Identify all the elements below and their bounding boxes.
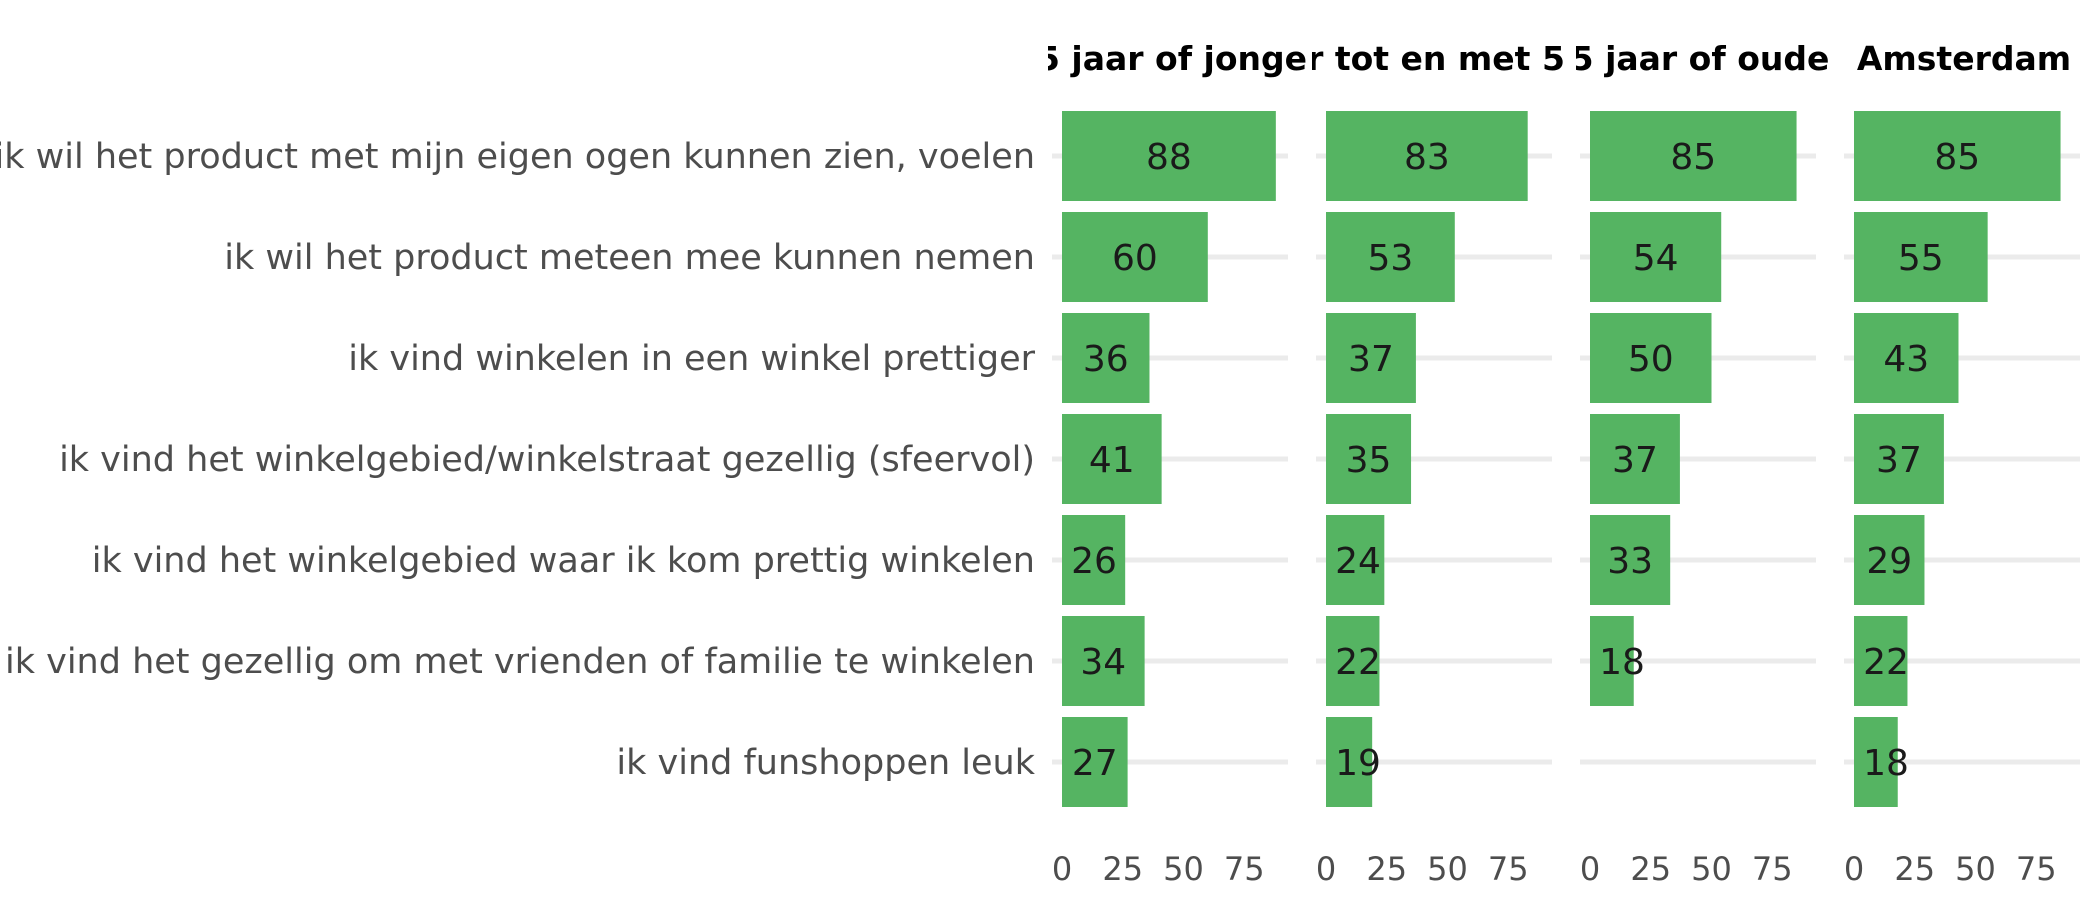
facet-title: r tot en met 5 xyxy=(1307,39,1565,78)
bar-value-label: 26 xyxy=(1071,541,1117,582)
bar xyxy=(1590,212,1722,302)
bar-value-label: 85 xyxy=(1934,137,1980,178)
bar xyxy=(1854,313,1959,403)
category-label: ik vind het winkelgebied/winkelstraat ge… xyxy=(59,440,1035,480)
x-tick-label: 75 xyxy=(1488,850,1529,888)
bar-value-label: 50 xyxy=(1628,339,1674,380)
x-tick-label: 0 xyxy=(1316,850,1336,888)
bar-value-label: 22 xyxy=(1863,642,1909,683)
facet-panel: 5 jaar of oude 85 54 50 37 33 18 0 25 50 75 xyxy=(1571,39,1830,888)
bar-value-label: 37 xyxy=(1876,440,1922,481)
bar-value-label: 60 xyxy=(1112,238,1158,279)
x-tick-label: 25 xyxy=(1366,850,1407,888)
bar xyxy=(1326,212,1455,302)
x-tick-label: 0 xyxy=(1580,850,1600,888)
bar-value-label: 29 xyxy=(1866,541,1912,582)
x-tick-label: 75 xyxy=(1752,850,1793,888)
bar-value-label: 27 xyxy=(1072,743,1118,784)
bar xyxy=(1590,313,1712,403)
bar xyxy=(1326,717,1373,807)
facet-panel: 5 jaar of jonge 88 60 36 41 26 34 27 0 25 50 75 xyxy=(1037,39,1307,888)
bar-value-label: 24 xyxy=(1335,541,1381,582)
bar-value-label: 55 xyxy=(1898,238,1944,279)
bar xyxy=(1854,616,1908,706)
facet-title: 5 jaar of jonge xyxy=(1037,39,1307,78)
bar-value-label: 85 xyxy=(1670,137,1716,178)
bar-value-label: 37 xyxy=(1348,339,1394,380)
bar xyxy=(1590,515,1671,605)
bar-value-label: 34 xyxy=(1080,642,1126,683)
category-label: ik vind het gezellig om met vrienden of … xyxy=(5,642,1035,682)
bar-value-label: 43 xyxy=(1883,339,1929,380)
x-tick-label: 50 xyxy=(1163,850,1204,888)
bar-value-label: 33 xyxy=(1607,541,1653,582)
x-tick-label: 50 xyxy=(1955,850,1996,888)
bar xyxy=(1326,515,1385,605)
bar-value-label: 54 xyxy=(1633,238,1679,279)
bar xyxy=(1062,212,1208,302)
bar xyxy=(1062,717,1128,807)
x-tick-label: 75 xyxy=(1224,850,1265,888)
bar xyxy=(1062,414,1162,504)
bar xyxy=(1590,616,1634,706)
bar xyxy=(1062,515,1126,605)
bar-value-label: 88 xyxy=(1146,137,1192,178)
bar xyxy=(1062,616,1145,706)
facet-panel: Amsterdam 85 55 43 37 29 22 18 0 25 50 75 xyxy=(1844,39,2080,888)
bar-value-label: 53 xyxy=(1367,238,1413,279)
bar xyxy=(1326,414,1412,504)
bar-value-label: 83 xyxy=(1404,137,1450,178)
x-tick-label: 25 xyxy=(1630,850,1671,888)
bar-value-label: 41 xyxy=(1089,440,1135,481)
x-tick-label: 25 xyxy=(1102,850,1143,888)
bar-value-label: 36 xyxy=(1083,339,1129,380)
bar xyxy=(1590,111,1797,201)
bar xyxy=(1062,111,1276,201)
x-tick-label: 0 xyxy=(1844,850,1864,888)
category-label: ik vind funshoppen leuk xyxy=(616,743,1035,783)
bar xyxy=(1590,414,1680,504)
x-tick-label: 0 xyxy=(1052,850,1072,888)
bar xyxy=(1854,111,2061,201)
bar xyxy=(1854,717,1898,807)
x-tick-label: 75 xyxy=(2016,850,2057,888)
category-label: ik wil het product met mijn eigen ogen k… xyxy=(0,137,1035,177)
category-label: ik wil het product meteen mee kunnen nem… xyxy=(224,238,1035,278)
x-tick-label: 50 xyxy=(1691,850,1732,888)
bar xyxy=(1326,111,1528,201)
bar xyxy=(1062,313,1150,403)
bar xyxy=(1854,515,1925,605)
x-tick-label: 50 xyxy=(1427,850,1468,888)
bar-value-label: 22 xyxy=(1335,642,1381,683)
bar xyxy=(1326,616,1380,706)
facet-title: 5 jaar of oude xyxy=(1571,39,1830,78)
bar-value-label: 37 xyxy=(1612,440,1658,481)
bar-value-label: 18 xyxy=(1599,642,1645,683)
facet-panel: r tot en met 5 83 53 37 35 24 22 19 0 25 50 75 xyxy=(1307,39,1565,888)
category-label: ik vind het winkelgebied waar ik kom pre… xyxy=(92,541,1035,581)
facet-title: Amsterdam xyxy=(1857,39,2071,78)
bar-value-label: 18 xyxy=(1863,743,1909,784)
bar xyxy=(1854,212,1988,302)
bar xyxy=(1326,313,1416,403)
bar-value-label: 35 xyxy=(1346,440,1392,481)
bar-value-label: 19 xyxy=(1335,743,1381,784)
x-tick-label: 25 xyxy=(1894,850,1935,888)
bar xyxy=(1854,414,1944,504)
category-label: ik vind winkelen in een winkel prettiger xyxy=(348,339,1035,379)
